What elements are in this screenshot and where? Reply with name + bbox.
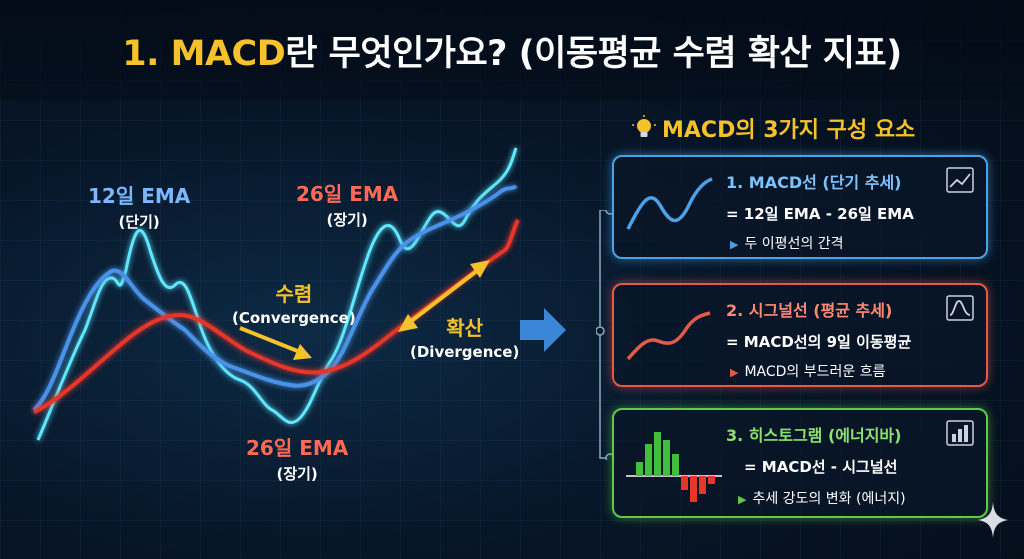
bell-curve-icon [946,295,974,321]
component-formula: = MACD선 - 시그널선 [744,458,898,476]
page-title-rest: 란 무엇인가요? (이동평균 수렴 확산 지표) [285,33,902,74]
sparkle-icon [978,502,1008,538]
divergence-arrowhead-top [470,260,490,278]
component-formula: = 12일 EMA - 26일 EMA [726,205,914,223]
component-card-signal-line: 2. 시그널선 (평균 추세) = MACD선의 9일 이동평균 ▶ MACD의 … [612,283,988,387]
ema26-top-label: 26일 EMA (장기) [296,178,398,230]
component-formula: = MACD선의 9일 이동평균 [726,333,912,351]
divergence-label: 확산 (Divergence) [410,312,519,361]
title-bar: 1. MACD란 무엇인가요? (이동평균 수렴 확산 지표) [0,0,1024,100]
component-note-text: MACD의 부드러운 흐름 [744,364,886,380]
convergence-arrow [239,326,301,354]
fast-ema-line [36,147,518,441]
component-note: ▶ MACD의 부드러운 흐름 [730,361,886,381]
triangle-bullet-icon: ▶ [738,493,747,506]
lightbulb-icon [632,115,656,137]
ema12-label-main: 12일 EMA [88,184,191,208]
divergence-label-main: 확산 [446,316,484,340]
component-title: 1. MACD선 (단기 추세) [726,173,902,192]
trend-up-icon [946,167,974,193]
convergence-label-main: 수렴 [275,282,313,306]
convergence-arrowhead [293,344,312,360]
bar-chart-icon [946,420,974,446]
ema26-top-label-sub: (장기) [326,211,368,229]
ema12-label: 12일 EMA (단기) [88,180,190,232]
divergence-arrow [408,268,480,324]
divergence-label-sub: (Divergence) [410,343,520,361]
ema26-bottom-label-main: 26일 EMA [246,436,349,460]
component-title: 2. 시그널선 (평균 추세) [726,301,893,320]
ema26-bottom-label-sub: (장기) [276,465,318,483]
histogram-icon [626,432,722,502]
triangle-bullet-icon: ▶ [730,238,739,251]
arrow-right-icon [520,308,566,352]
component-note: ▶ 추세 강도의 변화 (에너지) [738,488,906,508]
ema26-bottom-label: 26일 EMA (장기) [246,432,348,484]
component-title: 3. 히스토그램 (에너지바) [726,426,902,445]
component-card-histogram: 3. 히스토그램 (에너지바) = MACD선 - 시그널선 ▶ 추세 강도의 변… [612,408,988,518]
signal-wave-icon [626,311,711,361]
convergence-label: 수렴 (Convergence) [232,278,356,327]
macd-wave-icon [626,177,713,230]
ema26-top-label-main: 26일 EMA [296,182,399,206]
ema-illustration: 12일 EMA (단기) 26일 EMA (장기) 수렴 (Convergenc… [0,100,560,559]
components-header: MACD의 3가지 구성 요소 [632,112,915,144]
component-note: ▶ 두 이평선의 간격 [730,233,844,253]
component-note-text: 두 이평선의 간격 [744,236,844,252]
divergence-arrowhead-bottom [398,314,418,332]
page-title-highlight: 1. MACD [122,33,286,74]
triangle-bullet-icon: ▶ [730,366,739,379]
page-title: 1. MACD란 무엇인가요? (이동평균 수렴 확산 지표) [122,25,902,76]
ema12-label-sub: (단기) [118,213,160,231]
components-header-text: MACD의 3가지 구성 요소 [662,118,916,143]
convergence-label-sub: (Convergence) [232,309,356,327]
component-card-macd-line: 1. MACD선 (단기 추세) = 12일 EMA - 26일 EMA ▶ 두 … [612,155,988,259]
ema-lines-svg [32,147,520,441]
component-note-text: 추세 강도의 변화 (에너지) [752,491,906,507]
macd-ema-line [32,184,518,412]
